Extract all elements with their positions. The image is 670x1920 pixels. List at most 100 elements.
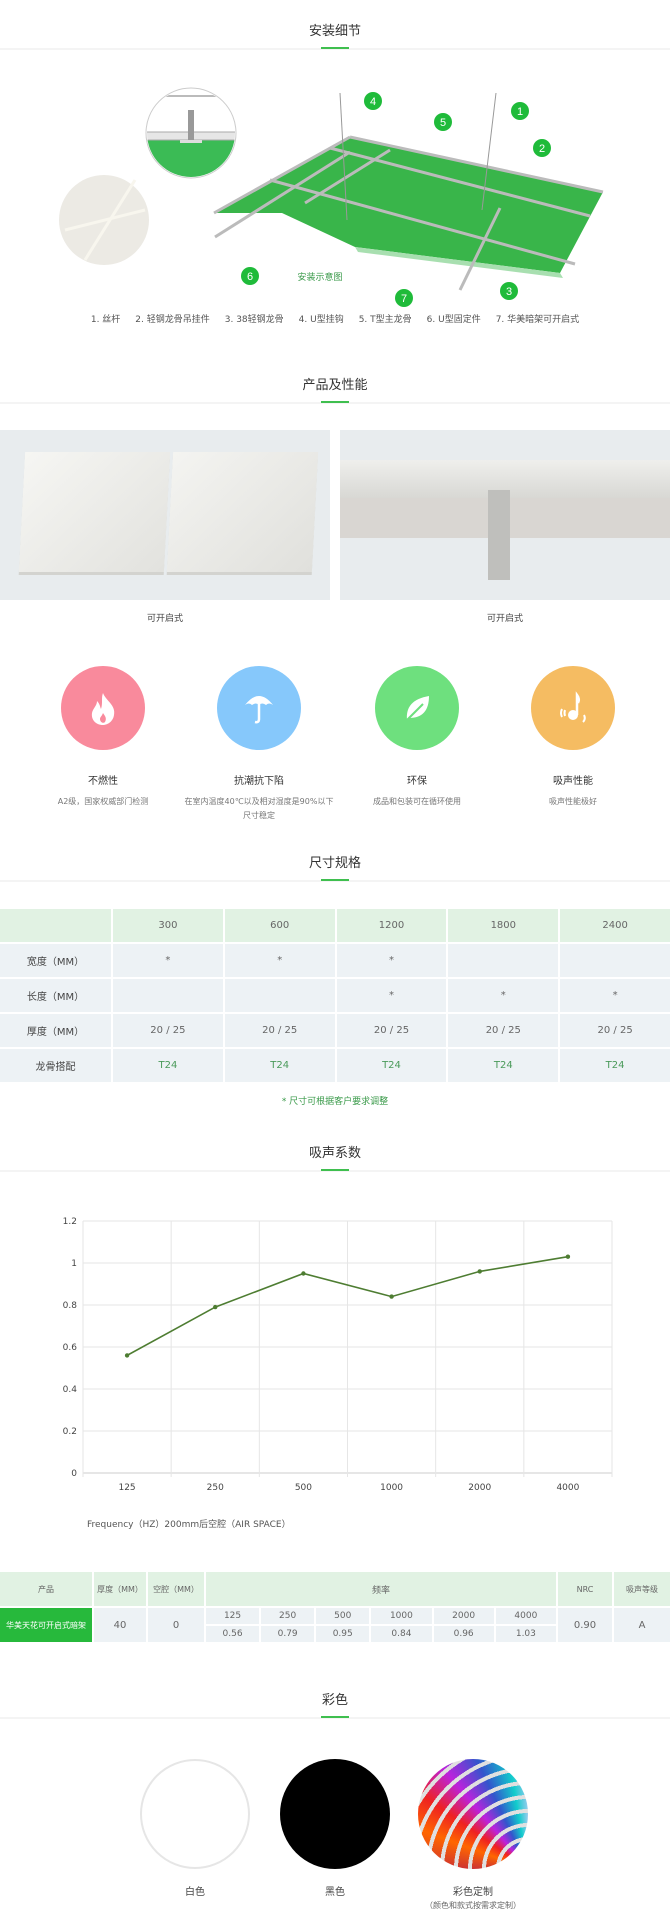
absorption-chart: 0 0.2 0.4 0.6 0.8 1 1.2 125 250 500 1000 2000 4000: [63, 1217, 613, 1493]
title-underline: [321, 401, 349, 403]
feature-fireproof: 不燃性 A2级，国家权威部门检测: [23, 666, 183, 809]
swatch-custom-color-fan: [418, 1759, 528, 1869]
section-title-absorption: 吸声系数: [308, 1146, 361, 1161]
feature-desc: 在室内温度40℃以及相对湿度是90%以下 尺寸稳定: [184, 797, 334, 820]
table-row: 厚度（MM） 20 / 25 20 / 25 20 / 25 20 / 25 20 / 2…: [0, 1012, 670, 1049]
y-tick-label: 0.4: [63, 1385, 78, 1395]
image-caption: 可开启式: [486, 614, 523, 624]
data-point: [301, 1271, 306, 1276]
svg-text:4: 4: [370, 96, 376, 108]
umbrella-icon: [217, 666, 301, 750]
svg-text:3: 3: [506, 286, 512, 298]
table-row: 宽度（MM） * * *: [0, 942, 670, 979]
svg-text:7: 7: [401, 293, 407, 305]
y-tick-label: 1.2: [63, 1217, 77, 1227]
install-legend: 1. 丝杆 2. 轻钢龙骨吊挂件 3. 38轻钢龙骨 4. U型挂钩 5. T型…: [0, 312, 670, 325]
detail-zoom-circle: [145, 87, 237, 179]
x-tick-label: 125: [118, 1483, 135, 1493]
legend-item: 5. T型主龙骨: [358, 315, 412, 325]
title-underline: [321, 1716, 349, 1718]
music-note-icon: [531, 666, 615, 750]
section-title-colors: 彩色: [321, 1693, 348, 1708]
marker-7: [395, 289, 413, 307]
marker-5: [434, 113, 452, 131]
feature-moisture: 抗潮抗下陷 在室内温度40℃以及相对湿度是90%以下 尺寸稳定: [179, 666, 339, 823]
leaf-icon: [375, 666, 459, 750]
product-image-left: [0, 430, 330, 600]
divider: [0, 1170, 670, 1172]
swatch-label: 白色: [185, 1887, 205, 1898]
install-diagram: 4 5 1 2 3 7 6 安装示意图: [59, 87, 604, 307]
swatch-label: 彩色定制: [453, 1887, 493, 1898]
legend-item: 2. 轻钢龙骨吊挂件: [135, 315, 210, 325]
divider: [0, 48, 670, 50]
marker-2: [533, 139, 551, 157]
legend-item: 3. 38轻钢龙骨: [224, 315, 284, 325]
product-name: 华美天花可开启式暗架: [0, 1606, 94, 1644]
swatch-white: [140, 1759, 250, 1869]
section-title-specs: 尺寸规格: [308, 856, 361, 871]
legend-item: 4. U型挂钩: [298, 315, 344, 325]
table-row: 华美天花可开启式暗架 40 0 125 250 500 1000 2000 4000 0.…: [0, 1606, 670, 1644]
svg-text:2: 2: [539, 143, 545, 155]
legend-item: 6. U型固定件: [426, 315, 481, 325]
title-underline: [321, 1169, 349, 1171]
feature-title: 抗潮抗下陷: [234, 776, 284, 787]
feature-desc: 成品和包装可在循环使用: [373, 797, 461, 806]
divider: [0, 1717, 670, 1719]
feature-acoustic: 吸声性能 吸声性能极好: [493, 666, 653, 809]
x-tick-label: 250: [207, 1483, 224, 1493]
divider: [0, 880, 670, 882]
table-header-row: 300 600 1200 1800 2400: [0, 907, 670, 944]
y-tick-label: 1: [71, 1259, 77, 1269]
y-tick-label: 0.2: [63, 1427, 77, 1437]
x-tick-label: 500: [295, 1483, 312, 1493]
swatch-label: 黑色: [325, 1887, 345, 1898]
marker-4: [364, 92, 382, 110]
absorption-table: 产品 厚度（MM） 空腔（MM） 频率 NRC 吸声等级 华美天花可开启式暗架 40 0…: [0, 1570, 670, 1644]
feature-title: 不燃性: [88, 776, 118, 787]
title-underline: [321, 879, 349, 881]
chart-xlabel: Frequency（HZ）200mm后空腔（AIR SPACE）: [87, 1520, 291, 1530]
spec-note: * 尺寸可根据客户要求调整: [281, 1097, 389, 1107]
diagram-caption: 安装示意图: [297, 271, 342, 283]
spec-table: 300 600 1200 1800 2400 宽度（MM） * * * 长度（MM） * * * 厚…: [0, 907, 670, 1084]
feature-eco: 环保 成品和包装可在循环使用: [337, 666, 497, 809]
table-row: 长度（MM） * * *: [0, 977, 670, 1014]
swatch-black: [280, 1759, 390, 1869]
table-row: 0.56 0.79 0.95 0.84 0.96 1.03: [0, 1624, 670, 1644]
legend-item: 1. 丝杆: [90, 315, 121, 325]
title-underline: [321, 47, 349, 49]
feature-desc: A2级，国家权威部门检测: [57, 797, 149, 806]
feature-title: 环保: [407, 776, 427, 787]
svg-text:1: 1: [517, 106, 523, 118]
section-title-product: 产品及性能: [302, 378, 368, 393]
data-point: [213, 1304, 218, 1310]
section-title-install: 安装细节: [308, 24, 361, 39]
fire-icon: [61, 666, 145, 750]
texture-zoom-circle: [59, 175, 149, 265]
data-point: [565, 1254, 571, 1259]
feature-title: 吸声性能: [553, 776, 593, 787]
marker-3: [500, 282, 518, 300]
marker-6: [241, 267, 259, 285]
series-line: [126, 1255, 569, 1357]
product-image-right: [340, 430, 670, 600]
table-row: 龙骨搭配 T24 T24 T24 T24 T24: [0, 1047, 670, 1084]
data-point: [389, 1294, 394, 1299]
y-tick-label: 0.6: [63, 1343, 78, 1353]
svg-text:6: 6: [247, 271, 253, 283]
divider: [0, 402, 670, 404]
x-tick-label: 1000: [380, 1483, 403, 1493]
y-tick-label: 0.8: [63, 1301, 78, 1311]
data-point: [477, 1269, 482, 1274]
marker-1: [511, 102, 529, 120]
feature-desc: 吸声性能极好: [549, 797, 597, 806]
swatch-sublabel: （颜色和款式按需求定制）: [425, 1901, 521, 1910]
y-tick-label: 0: [71, 1469, 77, 1479]
x-tick-label: 4000: [556, 1483, 579, 1493]
table-header-row: 产品 厚度（MM） 空腔（MM） 频率 NRC 吸声等级: [0, 1570, 670, 1608]
data-point: [124, 1353, 130, 1358]
x-tick-label: 2000: [468, 1483, 491, 1493]
image-caption: 可开启式: [146, 614, 183, 624]
